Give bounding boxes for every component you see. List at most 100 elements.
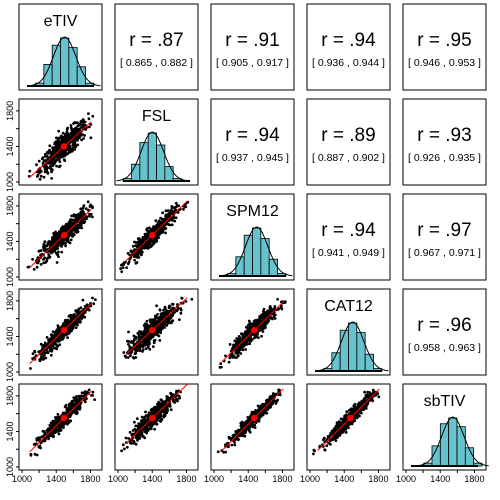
data-point — [272, 392, 275, 395]
panel-frame — [402, 288, 487, 376]
data-point — [120, 449, 123, 453]
data-point — [126, 343, 130, 346]
data-point — [29, 367, 32, 370]
data-point — [52, 238, 56, 242]
data-point — [153, 405, 157, 409]
data-point — [68, 330, 72, 334]
data-point — [236, 337, 240, 341]
data-point — [86, 200, 90, 204]
data-point — [77, 394, 81, 398]
data-point — [157, 416, 161, 420]
data-point — [69, 401, 73, 405]
data-point — [80, 226, 84, 230]
data-point — [268, 395, 272, 398]
confidence-interval: [ 0.946 , 0.953 ] — [408, 57, 481, 69]
data-point — [67, 143, 71, 147]
data-point — [41, 156, 45, 160]
data-point — [235, 356, 238, 359]
data-point — [190, 297, 194, 301]
data-point — [37, 445, 41, 449]
data-point — [76, 143, 80, 147]
data-point — [233, 443, 237, 447]
data-point — [155, 422, 159, 426]
data-point — [87, 117, 91, 121]
data-point — [85, 215, 89, 219]
data-point — [43, 170, 47, 174]
data-point — [87, 112, 90, 115]
data-point — [41, 429, 45, 433]
data-point — [241, 348, 245, 352]
data-point — [73, 227, 77, 231]
data-point — [57, 129, 61, 133]
data-point — [78, 223, 82, 226]
data-point — [85, 303, 89, 307]
data-point — [62, 333, 65, 336]
data-point — [53, 248, 57, 252]
histogram-bar — [164, 166, 174, 182]
data-point — [125, 445, 129, 449]
data-point — [145, 228, 149, 232]
data-point — [137, 344, 140, 348]
data-point — [166, 398, 170, 402]
data-point — [135, 261, 139, 264]
data-point — [48, 424, 52, 427]
data-point — [38, 359, 42, 363]
data-point — [74, 326, 78, 329]
data-point — [138, 349, 142, 353]
data-point — [35, 453, 39, 457]
histogram-bar — [68, 47, 78, 87]
data-point — [39, 174, 43, 178]
data-point — [55, 329, 58, 333]
data-point — [128, 345, 132, 349]
data-point — [45, 244, 49, 248]
data-point — [76, 228, 79, 232]
data-point — [253, 426, 257, 429]
data-point — [59, 150, 63, 154]
data-point — [264, 409, 267, 412]
data-point — [37, 350, 41, 354]
data-point — [276, 297, 279, 301]
data-point — [232, 343, 235, 347]
confidence-interval: [ 0.937 , 0.945 ] — [216, 152, 289, 164]
data-point — [121, 443, 125, 447]
data-point — [176, 397, 179, 401]
panel-spm12-etiv — [18, 193, 103, 281]
data-point — [65, 222, 69, 226]
data-point — [262, 309, 265, 313]
data-point — [176, 303, 179, 306]
data-point — [171, 393, 175, 396]
data-point — [154, 219, 158, 223]
data-point — [66, 336, 69, 339]
data-point — [271, 401, 275, 405]
data-point — [134, 442, 138, 446]
data-point — [227, 437, 231, 440]
data-point — [37, 436, 40, 440]
density-curve — [220, 226, 293, 277]
data-point — [68, 137, 71, 141]
data-point — [132, 255, 136, 258]
diagonal-label-cat12: CAT12 — [324, 298, 373, 315]
data-point — [59, 155, 63, 158]
data-point — [248, 342, 252, 346]
confidence-interval: [ 0.941 , 0.949 ] — [312, 247, 385, 259]
data-point — [266, 398, 269, 402]
data-point — [159, 327, 163, 331]
scatter-points — [27, 112, 95, 181]
data-point — [50, 343, 54, 347]
panel-spm12-fsl — [114, 193, 199, 281]
data-point — [63, 421, 67, 425]
data-point — [79, 214, 82, 218]
data-point — [155, 304, 159, 308]
data-point — [68, 419, 72, 423]
data-point — [40, 357, 44, 361]
data-point — [184, 205, 188, 209]
data-point — [43, 351, 47, 355]
data-point — [184, 300, 188, 303]
data-point — [239, 352, 243, 355]
regression-line — [29, 303, 92, 365]
data-point — [258, 315, 261, 318]
data-point — [76, 312, 80, 316]
data-point — [170, 210, 174, 214]
data-point — [153, 317, 157, 321]
data-point — [144, 347, 148, 350]
